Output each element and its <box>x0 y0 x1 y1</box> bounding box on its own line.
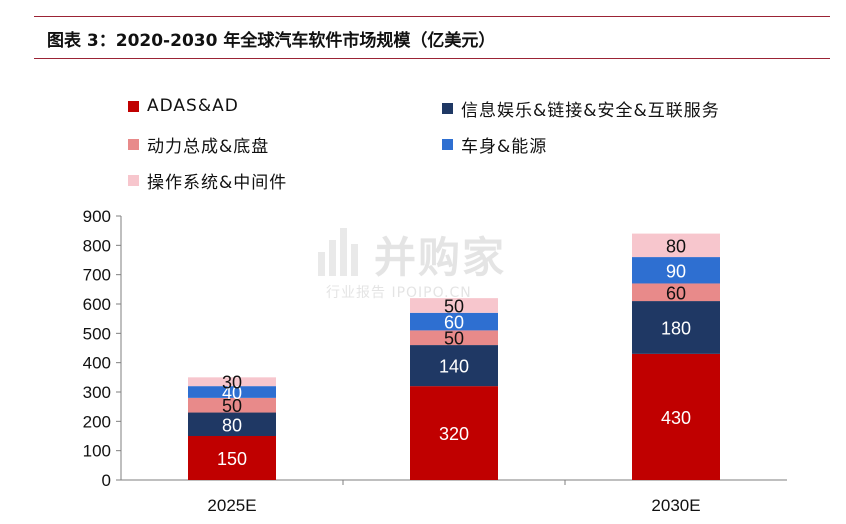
data-label: 50 <box>444 296 464 316</box>
data-label: 50 <box>222 396 242 416</box>
data-label: 80 <box>222 415 242 435</box>
y-tick-label: 100 <box>83 442 111 461</box>
data-label: 180 <box>661 318 691 338</box>
y-tick-label: 700 <box>83 266 111 285</box>
bar-segment <box>188 412 276 436</box>
data-label: 150 <box>217 449 247 469</box>
data-label: 60 <box>444 313 464 333</box>
y-tick-label: 600 <box>83 295 111 314</box>
legend-label: 信息娱乐&链接&安全&互联服务 <box>461 101 720 121</box>
bar-segment <box>632 301 720 354</box>
legend-label: 车身&能源 <box>461 137 548 157</box>
bar-segment <box>188 436 276 480</box>
y-tick-label: 900 <box>83 207 111 226</box>
legend-swatch <box>442 139 453 150</box>
bar-segment <box>188 377 276 387</box>
data-label: 60 <box>666 283 686 303</box>
x-tick-label: 2025E <box>207 496 256 515</box>
data-label: 30 <box>222 373 242 393</box>
bar-segment <box>410 330 498 346</box>
bar-segment <box>632 353 720 480</box>
legend-swatch <box>128 139 139 150</box>
bar-segment <box>632 283 720 302</box>
watermark-main-text: 并购家 <box>374 233 507 282</box>
watermark-sub-text: 行业报告 IPOIPO.CN <box>326 285 472 301</box>
bar-segment <box>410 312 498 331</box>
bar-segment <box>632 257 720 284</box>
data-label: 430 <box>661 408 691 428</box>
title-bar: 图表 3：2020-2030 年全球汽车软件市场规模（亿美元） <box>34 16 830 59</box>
data-label: 40 <box>222 383 242 403</box>
chart-title: 图表 3：2020-2030 年全球汽车软件市场规模（亿美元） <box>47 31 496 51</box>
legend-item: ADAS&AD <box>128 96 239 116</box>
data-label: 320 <box>439 424 469 444</box>
y-tick-label: 200 <box>83 412 111 431</box>
bar-segment <box>188 397 276 413</box>
data-label: 80 <box>666 236 686 256</box>
x-tick-label: 2030E <box>651 496 700 515</box>
legend-label: ADAS&AD <box>147 96 239 116</box>
y-tick-label: 800 <box>83 236 111 255</box>
legend-swatch <box>128 175 139 186</box>
watermark-logo-icon <box>318 228 358 276</box>
data-label: 140 <box>439 357 469 377</box>
legend-item: 动力总成&底盘 <box>128 132 269 157</box>
bar-segment <box>410 298 498 313</box>
bar-segment <box>632 233 720 258</box>
legend-item: 信息娱乐&链接&安全&互联服务 <box>442 96 720 121</box>
y-tick-label: 300 <box>83 383 111 402</box>
y-tick-label: 400 <box>83 354 111 373</box>
bar-segment <box>188 386 276 398</box>
legend-item: 操作系统&中间件 <box>128 168 287 193</box>
legend-label: 动力总成&底盘 <box>147 137 270 157</box>
data-label: 90 <box>666 261 686 281</box>
legend-label: 操作系统&中间件 <box>147 173 288 193</box>
y-tick-label: 0 <box>102 471 111 490</box>
y-tick-label: 500 <box>83 324 111 343</box>
legend-item: 车身&能源 <box>442 132 547 157</box>
data-label: 50 <box>444 329 464 349</box>
legend-swatch <box>128 100 139 112</box>
bar-segment <box>410 386 498 480</box>
legend-swatch <box>442 103 453 114</box>
bar-segment <box>410 345 498 387</box>
